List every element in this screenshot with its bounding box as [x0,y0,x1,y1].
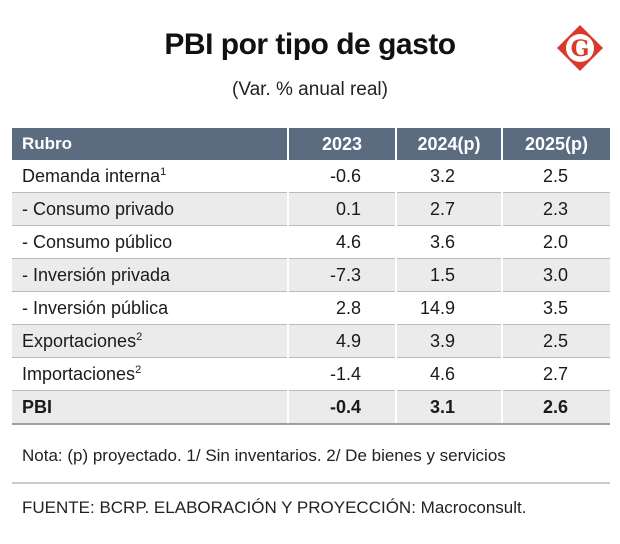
row-label-text: - Inversión pública [22,297,169,318]
row-label: Importaciones2 [12,357,289,391]
cell-2023: 0.1 [288,192,397,226]
cell-2025p: 3.5 [502,291,610,325]
divider [12,482,610,484]
column-header-2024p: 2024(p) [396,128,503,160]
table-row: Exportaciones2 4.9 3.9 2.5 [12,324,610,358]
cell-2023: -0.4 [288,390,397,425]
column-header-2023: 2023 [288,128,397,160]
cell-2024p: 3.1 [396,390,503,425]
row-label-text: Importaciones [22,363,136,384]
table-row: - Consumo privado 0.1 2.7 2.3 [12,192,610,226]
row-label: PBI [12,390,289,425]
table-row: - Inversión privada -7.3 1.5 3.0 [12,258,610,292]
row-label: - Inversión pública [12,291,289,325]
column-header-rubro: Rubro [12,128,289,160]
gestion-logo-icon: G [557,25,603,71]
table-row: - Inversión pública 2.8 14.9 3.5 [12,291,610,325]
cell-2025p: 2.7 [502,357,610,391]
footnote-marker: 1 [160,165,167,178]
table-row: Importaciones2 -1.4 4.6 2.7 [12,357,610,391]
table-header-row: Rubro 2023 2024(p) 2025(p) [12,128,610,160]
cell-2025p: 2.3 [502,192,610,226]
row-label-text: - Consumo público [22,231,173,252]
row-label-text: - Inversión privada [22,264,171,285]
row-label: Exportaciones2 [12,324,289,358]
cell-2024p: 4.6 [396,357,503,391]
source-text: FUENTE: BCRP. ELABORACIÓN Y PROYECCIÓN: … [22,498,527,517]
row-label-text: Exportaciones [22,330,137,351]
cell-2024p: 3.2 [396,160,503,193]
footnote-marker: 2 [135,363,142,376]
column-header-2025p: 2025(p) [502,128,610,160]
logo-circle [566,34,594,62]
row-label: - Consumo público [12,225,289,259]
cell-2024p: 2.7 [396,192,503,226]
row-label-text: - Consumo privado [22,198,175,219]
cell-2024p: 3.6 [396,225,503,259]
footnote-marker: 2 [136,330,143,343]
cell-2023: -0.6 [288,160,397,193]
data-table: Rubro 2023 2024(p) 2025(p) Demanda inter… [12,128,610,425]
cell-2024p: 3.9 [396,324,503,358]
cell-2023: 4.6 [288,225,397,259]
row-label: Demanda interna1 [12,160,289,193]
chart-subtitle: (Var. % anual real) [232,79,388,100]
row-label-text: PBI [22,396,53,417]
cell-2025p: 2.5 [502,324,610,358]
cell-2025p: 2.0 [502,225,610,259]
cell-2025p: 2.6 [502,390,610,425]
table-row-total: PBI -0.4 3.1 2.6 [12,390,610,425]
cell-2023: 4.9 [288,324,397,358]
row-label: - Inversión privada [12,258,289,292]
table-row: Demanda interna1 -0.6 3.2 2.5 [12,160,610,193]
cell-2023: -7.3 [288,258,397,292]
cell-2024p: 14.9 [396,291,503,325]
logo-letter: G [571,36,590,62]
cell-2025p: 2.5 [502,160,610,193]
table-row: - Consumo público 4.6 3.6 2.0 [12,225,610,259]
chart-title: PBI por tipo de gasto [164,28,456,61]
cell-2025p: 3.0 [502,258,610,292]
row-label: - Consumo privado [12,192,289,226]
cell-2023: -1.4 [288,357,397,391]
cell-2023: 2.8 [288,291,397,325]
row-label-text: Demanda interna [22,165,161,186]
footnote-text: Nota: (p) proyectado. 1/ Sin inventarios… [22,446,506,465]
cell-2024p: 1.5 [396,258,503,292]
